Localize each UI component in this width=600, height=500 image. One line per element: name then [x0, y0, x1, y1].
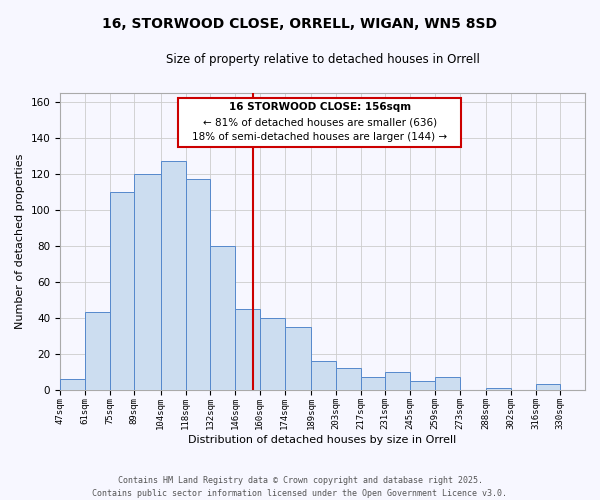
Bar — [110, 192, 134, 390]
Title: Size of property relative to detached houses in Orrell: Size of property relative to detached ho… — [166, 52, 479, 66]
Bar — [85, 312, 110, 390]
Text: ← 81% of detached houses are smaller (636): ← 81% of detached houses are smaller (63… — [203, 118, 437, 128]
Bar — [185, 180, 210, 390]
Bar — [284, 326, 311, 390]
Bar — [536, 384, 560, 390]
Text: 16 STORWOOD CLOSE: 156sqm: 16 STORWOOD CLOSE: 156sqm — [229, 102, 411, 112]
Bar — [235, 308, 260, 390]
Bar — [210, 246, 235, 390]
FancyBboxPatch shape — [178, 98, 461, 147]
Bar — [435, 377, 460, 390]
Bar — [410, 380, 435, 390]
Bar — [260, 318, 284, 390]
Text: 18% of semi-detached houses are larger (144) →: 18% of semi-detached houses are larger (… — [193, 132, 448, 142]
Text: 16, STORWOOD CLOSE, ORRELL, WIGAN, WN5 8SD: 16, STORWOOD CLOSE, ORRELL, WIGAN, WN5 8… — [103, 18, 497, 32]
Bar — [311, 361, 336, 390]
Bar — [134, 174, 161, 390]
Bar — [161, 162, 185, 390]
Bar — [486, 388, 511, 390]
Bar — [336, 368, 361, 390]
Y-axis label: Number of detached properties: Number of detached properties — [15, 154, 25, 329]
X-axis label: Distribution of detached houses by size in Orrell: Distribution of detached houses by size … — [188, 435, 457, 445]
Text: Contains HM Land Registry data © Crown copyright and database right 2025.
Contai: Contains HM Land Registry data © Crown c… — [92, 476, 508, 498]
Bar — [385, 372, 410, 390]
Bar — [60, 379, 85, 390]
Bar — [361, 377, 385, 390]
